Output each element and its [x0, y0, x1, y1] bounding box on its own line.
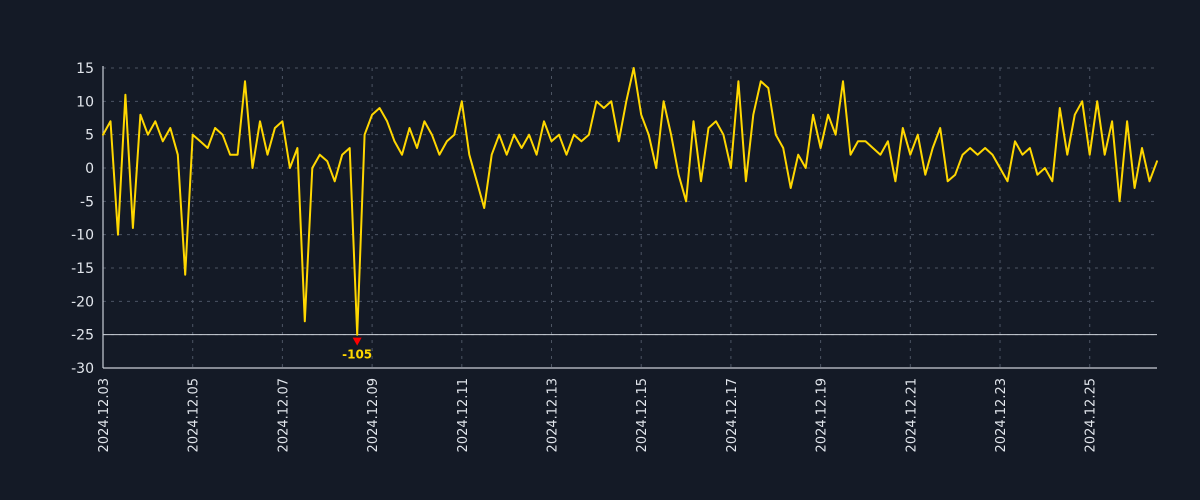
y-tick-label: -25	[71, 328, 94, 344]
x-tick-label: 2024.12.23	[994, 378, 1009, 452]
y-tick-label: 5	[85, 128, 94, 144]
x-tick-label: 2024.12.19	[815, 378, 830, 452]
x-tick-label: 2024.12.15	[635, 378, 650, 452]
y-tick-label: -15	[71, 261, 94, 277]
annotation-arrow-icon	[352, 337, 362, 346]
annotation-label: -105	[342, 348, 372, 362]
y-tick-label: -20	[71, 294, 94, 310]
x-tick-label: 2024.12.05	[187, 378, 202, 452]
x-tick-label: 2024.12.21	[904, 378, 919, 452]
series-line	[102, 67, 1158, 336]
x-tick-label: 2024.12.03	[97, 378, 112, 452]
x-tick-label: 2024.12.09	[366, 378, 381, 452]
x-axis-tick-labels: 2024.12.03 2024.12.05 2024.12.07 2024.12.09…	[97, 378, 1099, 452]
y-axis-tick-labels: 15 10 5 0 -5 -10 -15 -20 -25 -30	[71, 61, 94, 377]
x-tick-label: 2024.12.11	[456, 378, 471, 452]
y-tick-label: 10	[76, 94, 94, 110]
x-tick-label: 2024.12.13	[546, 378, 561, 452]
y-tick-label: 0	[85, 161, 94, 177]
y-tick-label: 15	[76, 61, 94, 77]
x-tick-label: 2024.12.07	[276, 378, 291, 452]
x-tick-label: 2024.12.17	[725, 378, 740, 452]
y-tick-label: -30	[71, 361, 94, 377]
y-tick-label: -10	[71, 228, 94, 244]
y-tick-label: -5	[80, 194, 94, 210]
x-tick-label: 2024.12.25	[1084, 378, 1099, 452]
